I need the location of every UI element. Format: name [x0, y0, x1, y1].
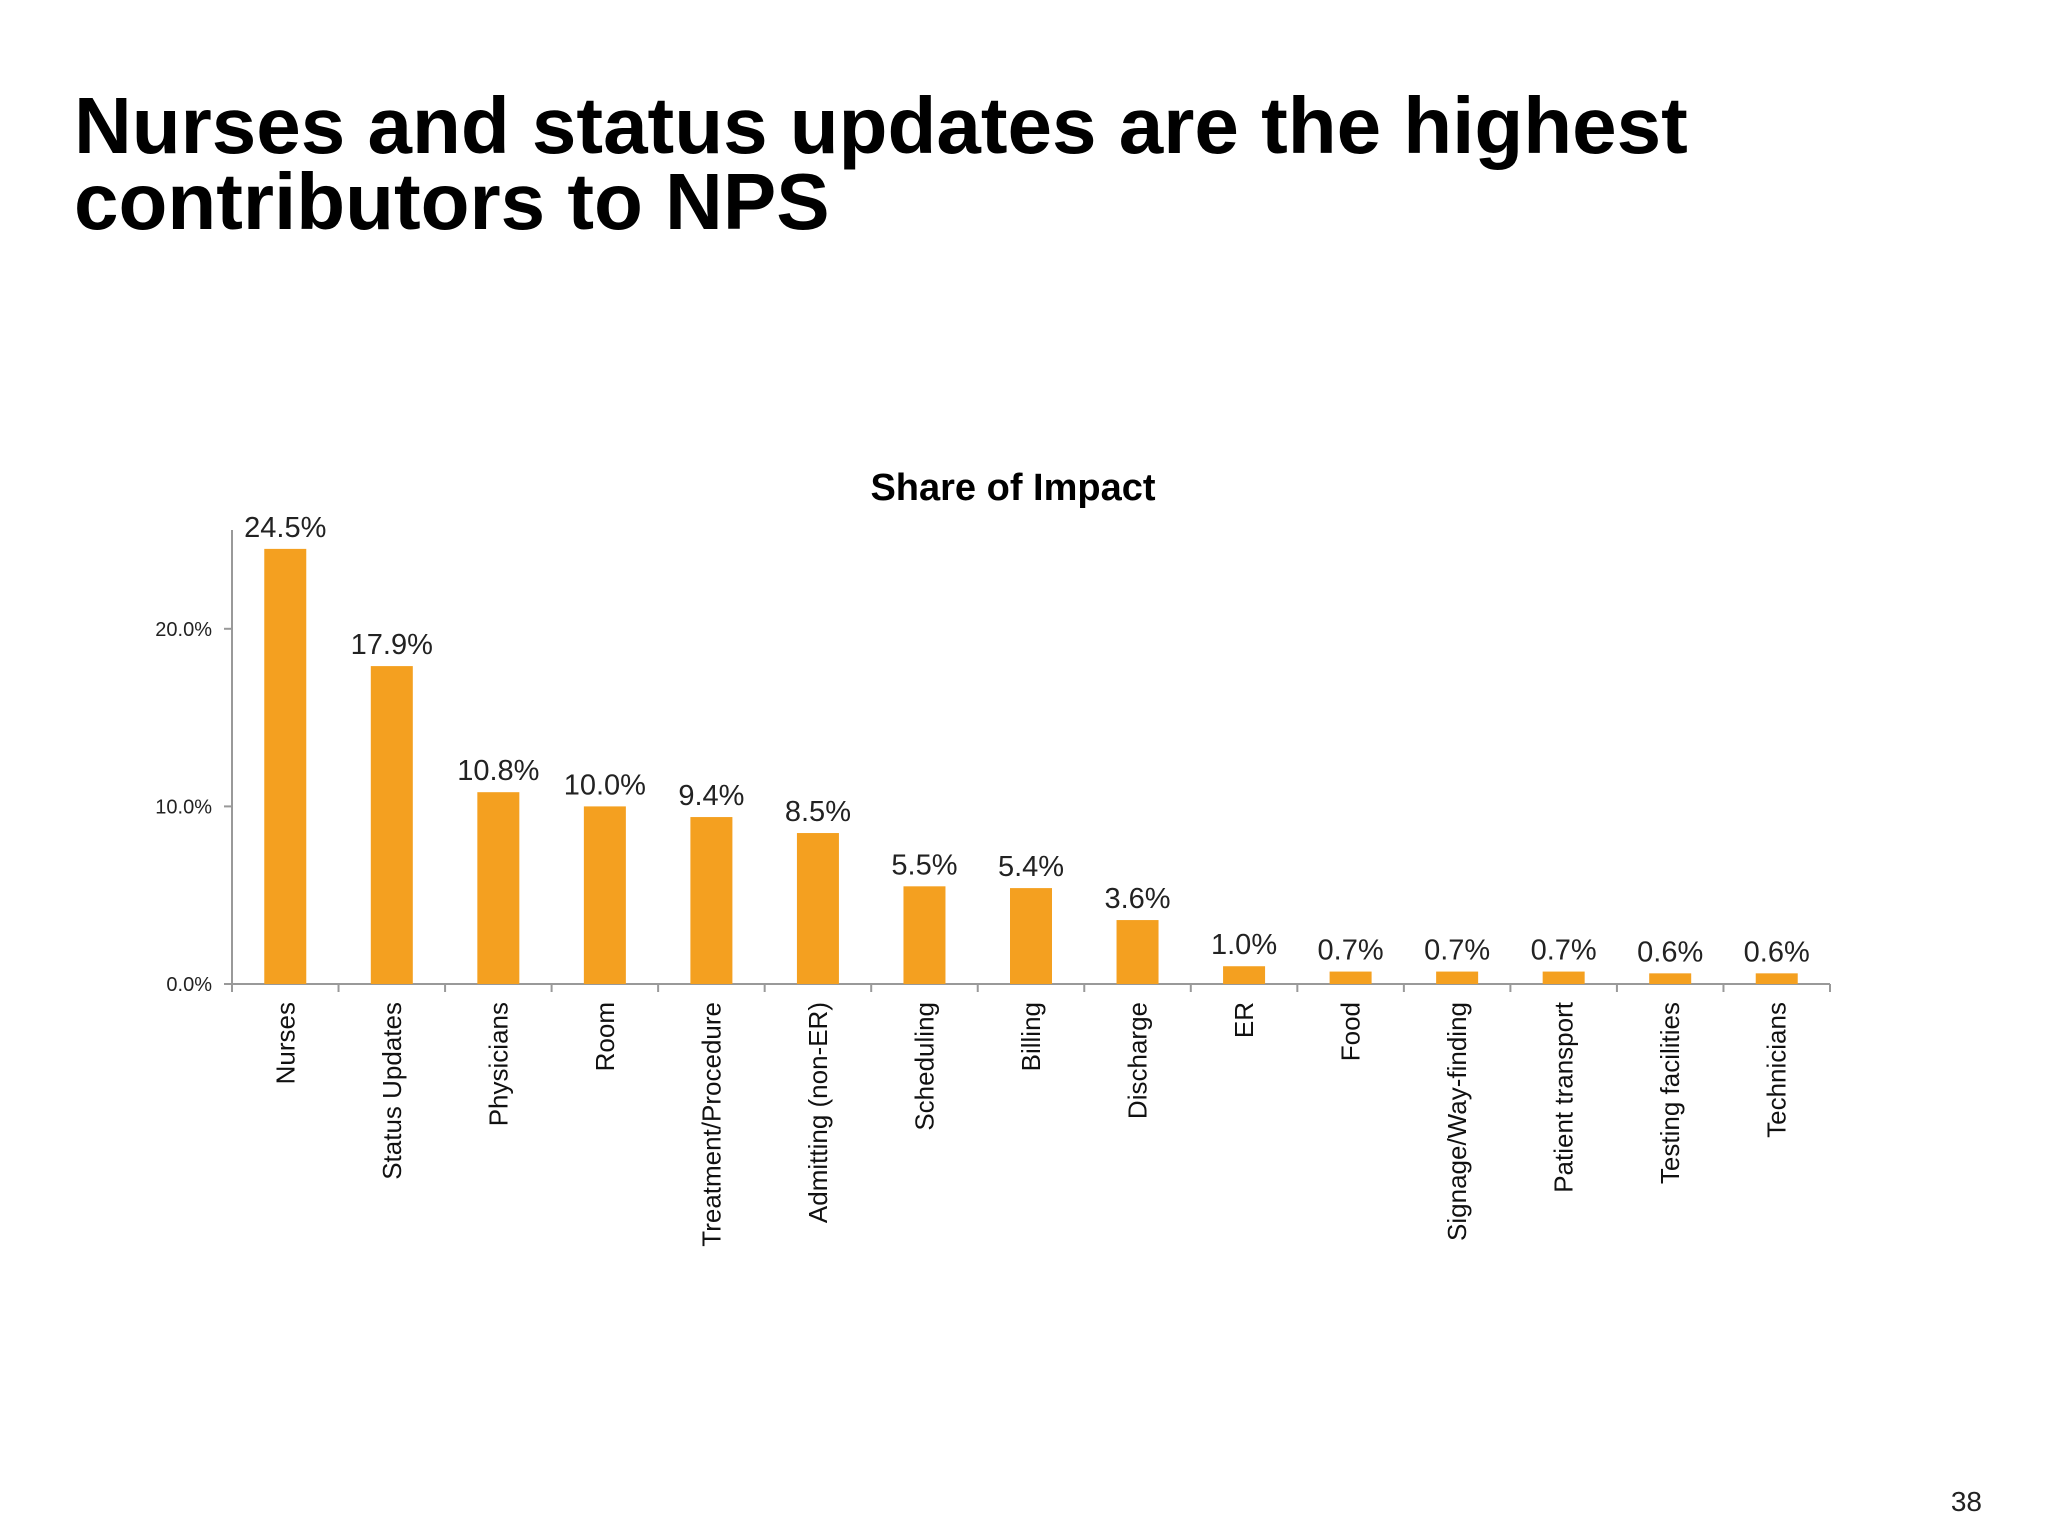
chart-category-labels: Nurses Status Updates Physicians Room Treatm…	[270, 1001, 1791, 1246]
category-label: Discharge	[1123, 1002, 1153, 1119]
data-label: 5.4%	[998, 851, 1064, 883]
category-label: Nurses	[270, 1002, 300, 1084]
data-label: 0.6%	[1744, 936, 1810, 968]
category-label: Billing	[1016, 1002, 1046, 1071]
bar	[477, 792, 520, 984]
bar	[1223, 966, 1266, 984]
data-label: 8.5%	[785, 796, 851, 828]
category-label: Room	[590, 1002, 620, 1071]
data-label: 10.8%	[457, 755, 539, 787]
data-label: 17.9%	[351, 629, 433, 661]
category-label: Patient transport	[1549, 1001, 1579, 1193]
category-label: Food	[1336, 1002, 1366, 1061]
y-tick-label: 10.0%	[155, 796, 212, 818]
bar	[1755, 973, 1798, 984]
share-of-impact-chart: Share of Impact 0.0% 10.0% 20.0% 24.5% 17.9…	[155, 467, 1831, 1247]
chart-bars	[264, 548, 1798, 984]
data-label: 9.4%	[678, 780, 744, 812]
y-tick-label: 20.0%	[155, 619, 212, 641]
data-label: 5.5%	[891, 849, 957, 881]
bar	[690, 817, 733, 984]
data-label: 10.0%	[564, 769, 646, 801]
bar	[1329, 971, 1372, 984]
data-label: 1.0%	[1211, 929, 1277, 961]
category-label: Admitting (non-ER)	[803, 1002, 833, 1223]
category-label: Treatment/Procedure	[696, 1002, 726, 1247]
bar	[264, 548, 307, 984]
category-label: Physicians	[483, 1002, 513, 1126]
chart-data-labels: 24.5% 17.9% 10.8% 10.0% 9.4% 8.5% 5.5% 5.4% 3.6%…	[244, 512, 1810, 968]
category-label: Status Updates	[377, 1002, 407, 1180]
chart-title: Share of Impact	[870, 467, 1155, 509]
page-number: 38	[1950, 1486, 1982, 1517]
data-label: 0.7%	[1531, 935, 1597, 967]
bar	[796, 833, 839, 984]
bar	[903, 886, 946, 984]
category-label: Technicians	[1762, 1002, 1792, 1138]
bar	[370, 666, 413, 984]
data-label: 0.7%	[1424, 935, 1490, 967]
category-label: Signage/Way-finding	[1442, 1002, 1472, 1241]
bar	[1436, 971, 1479, 984]
bar	[1542, 971, 1585, 984]
bar	[1116, 920, 1159, 984]
category-label: ER	[1229, 1002, 1259, 1038]
category-label: Scheduling	[909, 1002, 939, 1131]
data-label: 0.6%	[1637, 936, 1703, 968]
bar	[1010, 888, 1052, 984]
data-label: 0.7%	[1318, 935, 1384, 967]
y-tick-label: 0.0%	[166, 974, 212, 996]
bar	[583, 806, 626, 984]
category-label: Testing facilities	[1655, 1002, 1685, 1184]
slide-title: Nurses and status updates are the highes…	[74, 81, 1688, 246]
data-label: 24.5%	[244, 512, 326, 544]
bar	[1649, 973, 1692, 984]
data-label: 3.6%	[1104, 883, 1170, 915]
